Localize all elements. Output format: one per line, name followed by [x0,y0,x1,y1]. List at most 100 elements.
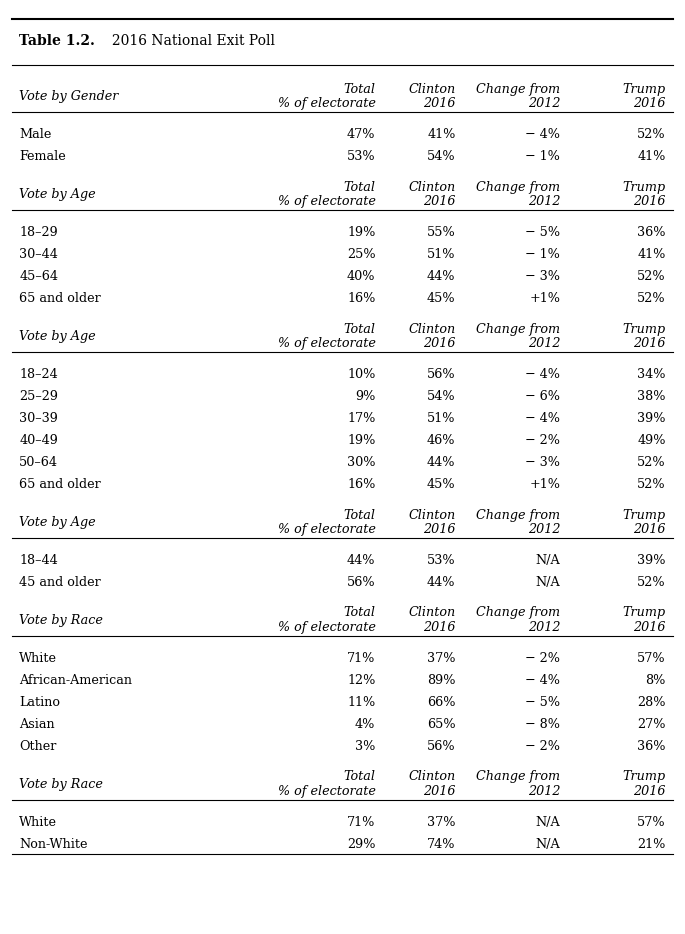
Text: 2012: 2012 [528,97,560,110]
Text: 21%: 21% [638,838,666,851]
Text: 54%: 54% [427,149,456,163]
Text: Change from: Change from [476,322,560,335]
Text: Total: Total [343,82,375,95]
Text: 45%: 45% [427,291,456,304]
Text: 52%: 52% [637,270,666,283]
Text: 45 and older: 45 and older [19,575,101,588]
Text: 38%: 38% [637,389,666,403]
Text: 65 and older: 65 and older [19,477,101,490]
Text: 49%: 49% [637,433,666,446]
Text: 36%: 36% [637,226,666,239]
Text: − 1%: − 1% [525,248,560,261]
Text: 29%: 29% [347,838,375,851]
Text: 19%: 19% [347,433,375,446]
Text: 55%: 55% [427,226,456,239]
Text: 44%: 44% [427,575,456,588]
Text: 74%: 74% [427,838,456,851]
Text: Vote by Age: Vote by Age [19,188,96,201]
Text: % of electorate: % of electorate [277,621,375,634]
Text: Table 1.2.: Table 1.2. [19,34,95,48]
Text: Clinton: Clinton [408,508,456,521]
Text: 2016: 2016 [634,785,666,798]
Text: 16%: 16% [347,291,375,304]
Text: 2016: 2016 [423,785,456,798]
Text: 36%: 36% [637,740,666,753]
Text: 41%: 41% [638,149,666,163]
Text: % of electorate: % of electorate [277,337,375,350]
Text: Trump: Trump [623,322,666,335]
Text: − 4%: − 4% [525,673,560,686]
Text: Vote by Age: Vote by Age [19,516,96,529]
Text: 41%: 41% [638,248,666,261]
Text: N/A: N/A [536,554,560,567]
Text: 37%: 37% [427,815,456,828]
Text: Clinton: Clinton [408,771,456,784]
Text: 56%: 56% [347,575,375,588]
Text: N/A: N/A [536,838,560,851]
Text: 11%: 11% [347,696,375,709]
Text: Female: Female [19,149,66,163]
Text: 10%: 10% [347,368,375,381]
Text: Trump: Trump [623,180,666,193]
Text: 57%: 57% [637,652,666,665]
Text: % of electorate: % of electorate [277,523,375,536]
Text: Clinton: Clinton [408,322,456,335]
Text: 25–29: 25–29 [19,389,58,403]
Text: 2016: 2016 [423,523,456,536]
Text: 37%: 37% [427,652,456,665]
Text: Trump: Trump [623,82,666,95]
Text: 2012: 2012 [528,785,560,798]
Text: 51%: 51% [427,412,456,425]
Text: % of electorate: % of electorate [277,195,375,208]
Text: 51%: 51% [427,248,456,261]
Text: − 5%: − 5% [525,226,560,239]
Text: 2016 National Exit Poll: 2016 National Exit Poll [98,34,275,48]
Text: Change from: Change from [476,771,560,784]
Text: 57%: 57% [637,815,666,828]
Text: 39%: 39% [637,554,666,567]
Text: Change from: Change from [476,180,560,193]
Text: Total: Total [343,771,375,784]
Text: Other: Other [19,740,57,753]
Text: − 4%: − 4% [525,412,560,425]
Text: Vote by Race: Vote by Race [19,778,103,790]
Text: − 4%: − 4% [525,128,560,141]
Text: Total: Total [343,180,375,193]
Text: 2016: 2016 [423,621,456,634]
Text: 2016: 2016 [423,97,456,110]
Text: 30–39: 30–39 [19,412,58,425]
Text: 2016: 2016 [423,195,456,208]
Text: 2012: 2012 [528,195,560,208]
Text: % of electorate: % of electorate [277,97,375,110]
Text: 50–64: 50–64 [19,456,58,469]
Text: 2012: 2012 [528,337,560,350]
Text: − 1%: − 1% [525,149,560,163]
Text: 56%: 56% [427,368,456,381]
Text: 52%: 52% [637,128,666,141]
Text: 89%: 89% [427,673,456,686]
Text: Clinton: Clinton [408,82,456,95]
Text: 52%: 52% [637,291,666,304]
Text: Clinton: Clinton [408,180,456,193]
Text: Vote by Age: Vote by Age [19,330,96,343]
Text: 45–64: 45–64 [19,270,58,283]
Text: 3%: 3% [355,740,375,753]
Text: White: White [19,652,57,665]
Text: Latino: Latino [19,696,60,709]
Text: Change from: Change from [476,606,560,619]
Text: 16%: 16% [347,477,375,490]
Text: White: White [19,815,57,828]
Text: 39%: 39% [637,412,666,425]
Text: N/A: N/A [536,815,560,828]
Text: 18–29: 18–29 [19,226,58,239]
Text: 52%: 52% [637,477,666,490]
Text: Asian: Asian [19,717,55,730]
Text: 9%: 9% [355,389,375,403]
Text: 8%: 8% [645,673,666,686]
Text: − 2%: − 2% [525,740,560,753]
Text: 66%: 66% [427,696,456,709]
Text: N/A: N/A [536,575,560,588]
Text: 30%: 30% [347,456,375,469]
Text: 2012: 2012 [528,523,560,536]
Text: 17%: 17% [347,412,375,425]
